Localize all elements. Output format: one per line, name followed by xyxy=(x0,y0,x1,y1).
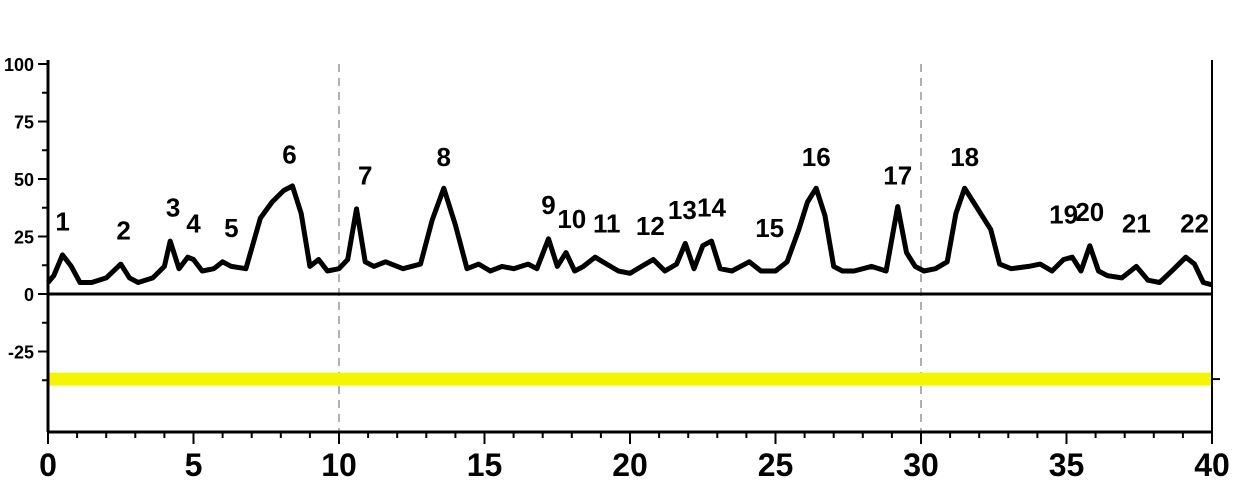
peak-label: 20 xyxy=(1075,197,1104,227)
reference-lines xyxy=(338,64,922,432)
x-tick-label: 20 xyxy=(612,447,648,483)
peak-label: 14 xyxy=(697,193,726,223)
x-tick-label: 5 xyxy=(185,447,203,483)
x-tick-label: 0 xyxy=(39,447,57,483)
peak-label: 18 xyxy=(950,142,979,172)
peak-label: 13 xyxy=(668,195,697,225)
y-tick-label: 0 xyxy=(24,285,34,305)
y-tick-label: 75 xyxy=(14,113,34,133)
x-tick-label: 35 xyxy=(1049,447,1085,483)
peak-label: 17 xyxy=(883,160,912,190)
peak-label: 1 xyxy=(55,206,69,236)
peak-label: 9 xyxy=(541,190,555,220)
peak-label: 16 xyxy=(802,142,831,172)
peak-label: 22 xyxy=(1180,209,1209,239)
peak-label: 3 xyxy=(166,193,180,223)
x-tick-label: 25 xyxy=(758,447,794,483)
peak-label: 15 xyxy=(755,213,784,243)
peak-label: 11 xyxy=(593,209,621,239)
x-tick-label: 40 xyxy=(1194,447,1230,483)
peak-label: 5 xyxy=(224,213,238,243)
y-tick-label: 50 xyxy=(14,170,34,190)
peak-label: 12 xyxy=(636,211,665,241)
x-tick-label: 10 xyxy=(321,447,357,483)
y-tick-label: 100 xyxy=(4,55,34,75)
y-tick-label: 25 xyxy=(14,228,34,248)
x-tick-label: 30 xyxy=(903,447,939,483)
peak-label: 10 xyxy=(557,204,586,234)
peak-label: 2 xyxy=(116,216,130,246)
y-tick-label: -25 xyxy=(8,343,34,363)
x-tick-label: 15 xyxy=(467,447,503,483)
peak-label: 7 xyxy=(358,160,372,190)
peak-label: 8 xyxy=(437,142,451,172)
diffraction-pattern-line xyxy=(46,183,1213,288)
series-group xyxy=(46,183,1213,288)
peak-label: 6 xyxy=(282,140,296,170)
peak-label: 4 xyxy=(186,209,201,239)
peak-label: 21 xyxy=(1122,209,1151,239)
peak-label: 19 xyxy=(1049,199,1078,229)
